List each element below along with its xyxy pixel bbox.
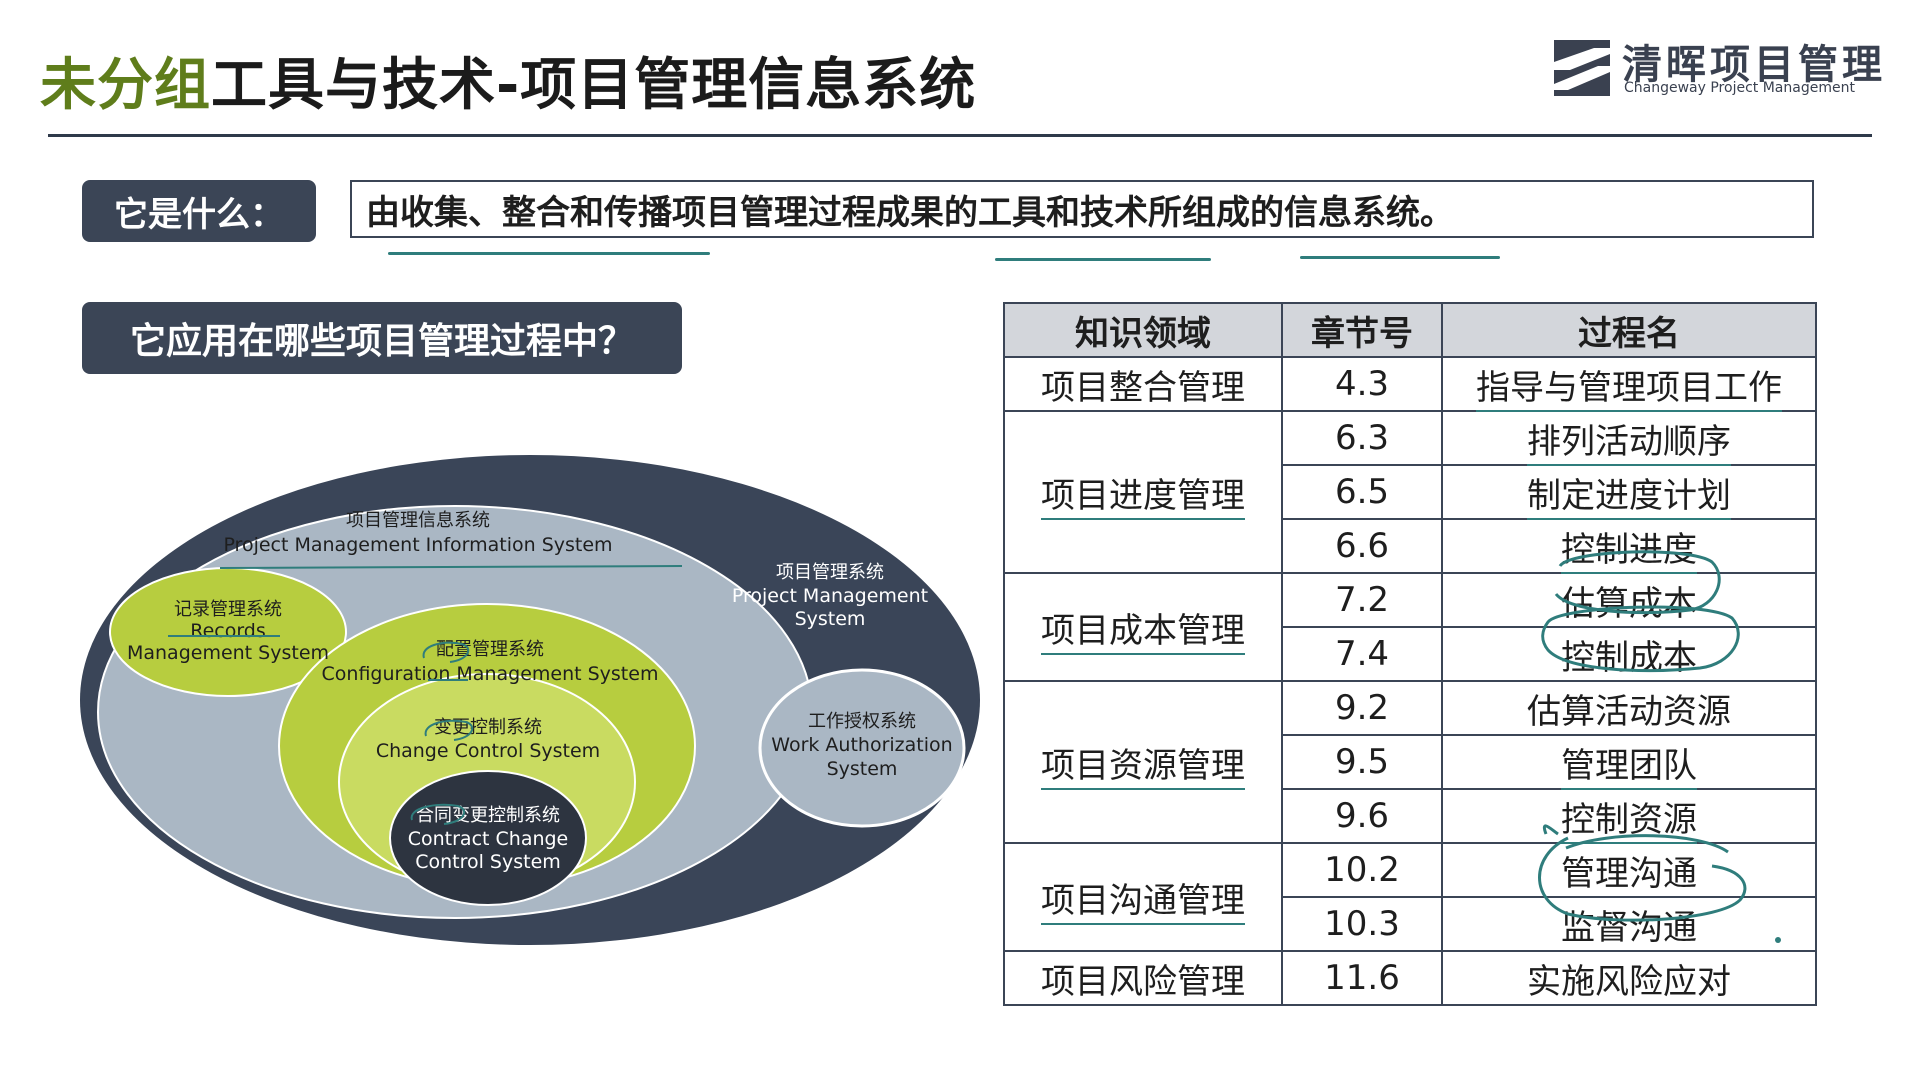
process-name: 管理沟通 — [1561, 853, 1697, 894]
definition-underline — [388, 252, 710, 255]
cccs-label-cn: 合同变更控制系统 — [416, 805, 560, 826]
annotation-loop — [422, 641, 470, 663]
knowledge-area-cell: 项目整合管理 — [1003, 356, 1283, 412]
process-name: 制定进度计划 — [1527, 475, 1731, 520]
process-cell: 监督沟通 — [1441, 896, 1817, 952]
process-cell: 控制成本 — [1441, 626, 1817, 682]
process-cell: 指导与管理项目工作 — [1441, 356, 1817, 412]
annotation-loop — [424, 719, 474, 741]
process-name: 估算活动资源 — [1527, 691, 1731, 732]
was-label-en-2: System — [827, 758, 898, 780]
process-name: 控制进度 — [1561, 529, 1697, 574]
process-name: 实施风险应对 — [1527, 961, 1731, 1002]
rms-label-cn: 记录管理系统 — [174, 599, 282, 620]
logo-text-cn: 清晖项目管理 — [1622, 42, 1886, 88]
header-process: 过程名 — [1441, 302, 1817, 358]
process-cell: 管理沟通 — [1441, 842, 1817, 898]
annotation-loop — [410, 803, 466, 825]
pmis-label-en: Project Management Information System — [223, 534, 612, 556]
rms-label-en-2: Management System — [127, 642, 329, 664]
pms-label-cn: 项目管理系统 — [776, 562, 884, 583]
process-name: 控制成本 — [1561, 637, 1697, 678]
table-row: 项目资源管理 9.2 估算活动资源 — [1003, 680, 1817, 844]
process-name: 监督沟通 — [1561, 907, 1697, 948]
title-divider — [48, 134, 1872, 137]
process-cell: 实施风险应对 — [1441, 950, 1817, 1006]
title-highlight: 未分组 — [40, 53, 211, 118]
table-row: 6.5 制定进度计划 — [1004, 464, 1817, 520]
pmis-label-cn: 项目管理信息系统 — [346, 510, 490, 531]
process-name: 控制资源 — [1561, 799, 1697, 844]
was-label-en-1: Work Authorization — [771, 734, 952, 756]
cms-label-en: Configuration Management System — [322, 663, 659, 685]
rms-label-en-1: Records — [190, 620, 266, 642]
process-cell: 管理团队 — [1441, 734, 1817, 790]
section-cell: 9.6 — [1281, 788, 1443, 844]
section-cell: 6.5 — [1281, 464, 1443, 520]
table-row: 项目沟通管理 10.2 管理沟通 — [1003, 842, 1817, 952]
process-name: 排列活动顺序 — [1527, 421, 1731, 466]
what-is-label: 它是什么： — [82, 180, 316, 242]
knowledge-area-name: 项目成本管理 — [1041, 610, 1245, 655]
section-cell: 10.2 — [1281, 842, 1443, 898]
section-cell: 6.6 — [1281, 518, 1443, 574]
process-cell: 控制资源 — [1441, 788, 1817, 844]
section-cell: 11.6 — [1281, 950, 1443, 1006]
pms-label-en-1: Project Management — [732, 585, 928, 607]
section-cell: 4.3 — [1281, 356, 1443, 412]
process-cell: 估算成本 — [1441, 572, 1817, 628]
process-cell: 制定进度计划 — [1441, 464, 1817, 520]
knowledge-area-name: 项目资源管理 — [1041, 745, 1245, 790]
table-row: 9.5 管理团队 — [1004, 734, 1817, 790]
section-cell: 7.2 — [1281, 572, 1443, 628]
knowledge-area-cell: 项目沟通管理 — [1003, 842, 1283, 952]
company-logo: 清晖项目管理 Changeway Project Management — [1510, 38, 1890, 104]
knowledge-area-name: 项目整合管理 — [1041, 367, 1245, 408]
header-knowledge-area: 知识领域 — [1003, 302, 1283, 358]
knowledge-area-name: 项目风险管理 — [1041, 961, 1245, 1002]
section-cell: 9.2 — [1281, 680, 1443, 736]
process-cell: 排列活动顺序 — [1441, 410, 1817, 466]
was-ellipse — [758, 668, 966, 828]
definition-underline — [1300, 256, 1500, 259]
ccs-label-cn: 变更控制系统 — [434, 717, 542, 738]
knowledge-area-cell: 项目风险管理 — [1003, 950, 1283, 1006]
where-applied-label: 它应用在哪些项目管理过程中？ — [82, 302, 682, 374]
title-main: 工具与技术-项目管理信息系统 — [211, 53, 977, 118]
process-name: 管理团队 — [1561, 745, 1697, 790]
logo-mark-icon — [1554, 40, 1610, 96]
cccs-label-en-2: Control System — [415, 851, 561, 873]
knowledge-area-table: 知识领域 章节号 过程名 项目整合管理 4.3 指导与管理项目工作 项目进度管理… — [1003, 302, 1817, 1006]
section-cell: 7.4 — [1281, 626, 1443, 682]
process-cell: 估算活动资源 — [1441, 680, 1817, 736]
table-row: 项目成本管理 7.2 估算成本 — [1003, 572, 1817, 682]
section-cell: 9.5 — [1281, 734, 1443, 790]
definition-underline — [995, 258, 1211, 261]
section-cell: 6.3 — [1281, 410, 1443, 466]
knowledge-area-cell: 项目资源管理 — [1003, 680, 1283, 844]
logo-text-en: Changeway Project Management — [1624, 80, 1855, 96]
process-name: 估算成本 — [1561, 583, 1697, 624]
table-header-row: 知识领域 章节号 过程名 — [1003, 302, 1817, 358]
page-title: 未分组工具与技术-项目管理信息系统 — [40, 40, 976, 121]
was-label-cn: 工作授权系统 — [808, 711, 916, 732]
pms-label-en-2: System — [795, 608, 866, 630]
header-section: 章节号 — [1281, 302, 1443, 358]
pmis-nested-diagram: 项目管理系统 Project Management System 项目管理信息系… — [80, 455, 980, 945]
definition-text: 由收集、整合和传播项目管理过程成果的工具和技术所组成的信息系统。 — [350, 180, 1814, 238]
knowledge-area-cell: 项目进度管理 — [1003, 410, 1283, 574]
table-row: 项目进度管理 6.3 排列活动顺序 — [1003, 410, 1817, 574]
cccs-label-en-1: Contract Change — [408, 828, 569, 850]
annotation-underline — [219, 565, 683, 569]
knowledge-area-name: 项目进度管理 — [1041, 475, 1245, 520]
process-name: 指导与管理项目工作 — [1476, 367, 1782, 412]
table-row: 项目风险管理 11.6 实施风险应对 — [1003, 950, 1817, 1006]
table-row: 项目整合管理 4.3 指导与管理项目工作 — [1003, 356, 1817, 412]
process-cell: 控制进度 — [1441, 518, 1817, 574]
section-cell: 10.3 — [1281, 896, 1443, 952]
ccs-label-en: Change Control System — [376, 740, 600, 762]
knowledge-area-name: 项目沟通管理 — [1041, 880, 1245, 925]
knowledge-area-cell: 项目成本管理 — [1003, 572, 1283, 682]
